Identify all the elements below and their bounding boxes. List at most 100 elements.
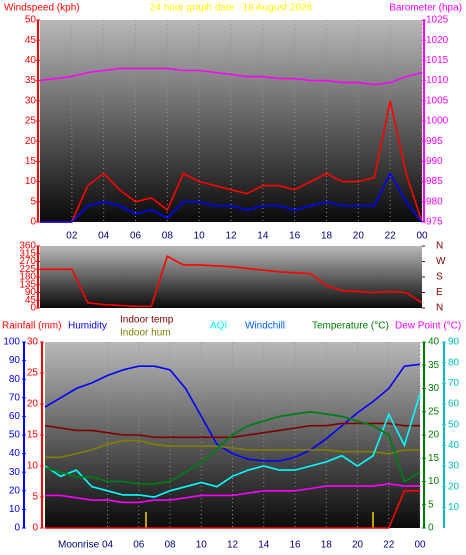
x-tick-label: 18 (321, 540, 333, 551)
y-tick-label: 10 (9, 504, 21, 515)
legend-entry: Humidity (68, 321, 107, 332)
y-tick-label: 70 (448, 378, 460, 389)
x-tick-label: 10 (196, 540, 208, 551)
y-tick-label: 40 (25, 55, 37, 66)
series-line (39, 67, 423, 86)
series-line (44, 363, 421, 462)
y-tick-label: 30 (25, 95, 37, 106)
y-tick-label: S (436, 272, 443, 283)
x-tick-label: 06 (130, 231, 142, 242)
series-line (45, 490, 420, 529)
y-tick-label: 45 (25, 35, 37, 46)
annotation: Moonrise (58, 540, 100, 551)
y-tick-label: 10 (428, 476, 440, 487)
y-tick-label: W (436, 256, 446, 267)
x-tick-label: 06 (133, 540, 145, 551)
y-tick-label: 980 (426, 196, 443, 207)
x-tick-label: 00 (416, 231, 428, 242)
x-tick-label: 04 (102, 540, 114, 551)
y-tick-label: 20 (428, 430, 440, 441)
x-tick-label: 20 (352, 540, 364, 551)
y-tick-label: 1000 (426, 116, 449, 127)
series-line (45, 439, 420, 459)
legend-entry: Dew Point (°C) (395, 321, 461, 332)
y-tick-label: 5 (32, 492, 38, 503)
y-tick-label: 80 (9, 374, 21, 385)
y-tick-label: 90 (9, 355, 21, 366)
y-tick-label: 135 (19, 279, 36, 290)
y-tick-label: 0 (30, 303, 36, 314)
y-tick-label: 45 (25, 295, 37, 306)
y-tick-label: 50 (9, 430, 21, 441)
series-line (44, 393, 421, 498)
x-tick-label: 08 (162, 231, 174, 242)
y-tick-label: 1005 (426, 95, 449, 106)
y-tick-label: 50 (25, 15, 37, 26)
y-tick-label: 990 (426, 156, 443, 167)
y-tick-label: 100 (3, 337, 20, 348)
y-tick-label: 1015 (426, 55, 449, 66)
x-tick-label: 12 (227, 540, 239, 551)
y-tick-label: N (436, 241, 443, 252)
legend-entry: Windchill (245, 321, 285, 332)
y-tick-label: 50 (448, 419, 460, 430)
y-tick-label: 225 (19, 264, 36, 275)
y-tick-label: 975 (426, 217, 443, 228)
legend-entry: Rainfall (mm) (2, 321, 61, 332)
y-tick-label: 10 (448, 502, 460, 513)
chart-title: 24 hour graph date : 18 August 2026 (150, 3, 313, 14)
series-line (44, 410, 421, 485)
y-tick-label: 5 (30, 196, 36, 207)
y-tick-label: 360 (19, 241, 36, 252)
y-tick-label: 20 (25, 136, 37, 147)
y-tick-label: 10 (25, 176, 37, 187)
y-tick-label: 5 (428, 499, 434, 510)
x-tick-label: 04 (98, 231, 110, 242)
y-tick-label: 270 (19, 256, 36, 267)
y-tick-label: 40 (448, 440, 460, 451)
x-tick-label: 10 (194, 231, 206, 242)
y-tick-label: 70 (9, 392, 21, 403)
legend-entry: Indoor temp (120, 315, 174, 326)
y-tick-label: 985 (426, 176, 443, 187)
y-tick-label: 25 (27, 368, 39, 379)
y-tick-label: 35 (25, 75, 37, 86)
y-tick-label: 315 (19, 248, 36, 259)
x-tick-label: 20 (353, 231, 365, 242)
y-tick-label: 995 (426, 136, 443, 147)
y-tick-label: 25 (25, 116, 37, 127)
x-tick-label: 22 (385, 231, 397, 242)
y-tick-label: 180 (19, 272, 36, 283)
y-tick-label: 60 (9, 411, 21, 422)
y-tick-label: 20 (448, 481, 460, 492)
x-tick-label: 00 (414, 540, 426, 551)
y-tick-label: 80 (448, 357, 460, 368)
y-tick-label: 0 (428, 523, 434, 534)
legend-entry: AQI (210, 321, 227, 332)
plot-background (40, 246, 422, 308)
series-line (40, 171, 423, 223)
y-tick-label: 30 (448, 461, 460, 472)
legend-entry: Temperature (°C) (312, 321, 389, 332)
y-tick-label: 35 (428, 360, 440, 371)
x-tick-label: 14 (258, 540, 270, 551)
legend-entry: Indoor hum (120, 328, 171, 339)
y-tick-label: 15 (428, 453, 440, 464)
x-tick-label: 16 (289, 231, 301, 242)
y-axis-label: Windspeed (kph) (4, 3, 80, 14)
x-tick-label: 14 (257, 231, 269, 242)
y-tick-label: 30 (428, 383, 440, 394)
y-tick-label: 25 (428, 406, 440, 417)
y-tick-label: N (436, 303, 443, 314)
series-line (44, 422, 420, 439)
y-tick-label: 10 (27, 461, 39, 472)
y-tick-label: 1025 (426, 15, 449, 26)
y-tick-label: 0 (30, 217, 36, 228)
x-tick-label: 02 (66, 231, 78, 242)
y-tick-label: 15 (25, 156, 37, 167)
x-tick-label: 22 (383, 540, 395, 551)
y-tick-label: 20 (9, 485, 21, 496)
x-tick-label: 16 (289, 540, 301, 551)
y-tick-label: 15 (27, 430, 39, 441)
